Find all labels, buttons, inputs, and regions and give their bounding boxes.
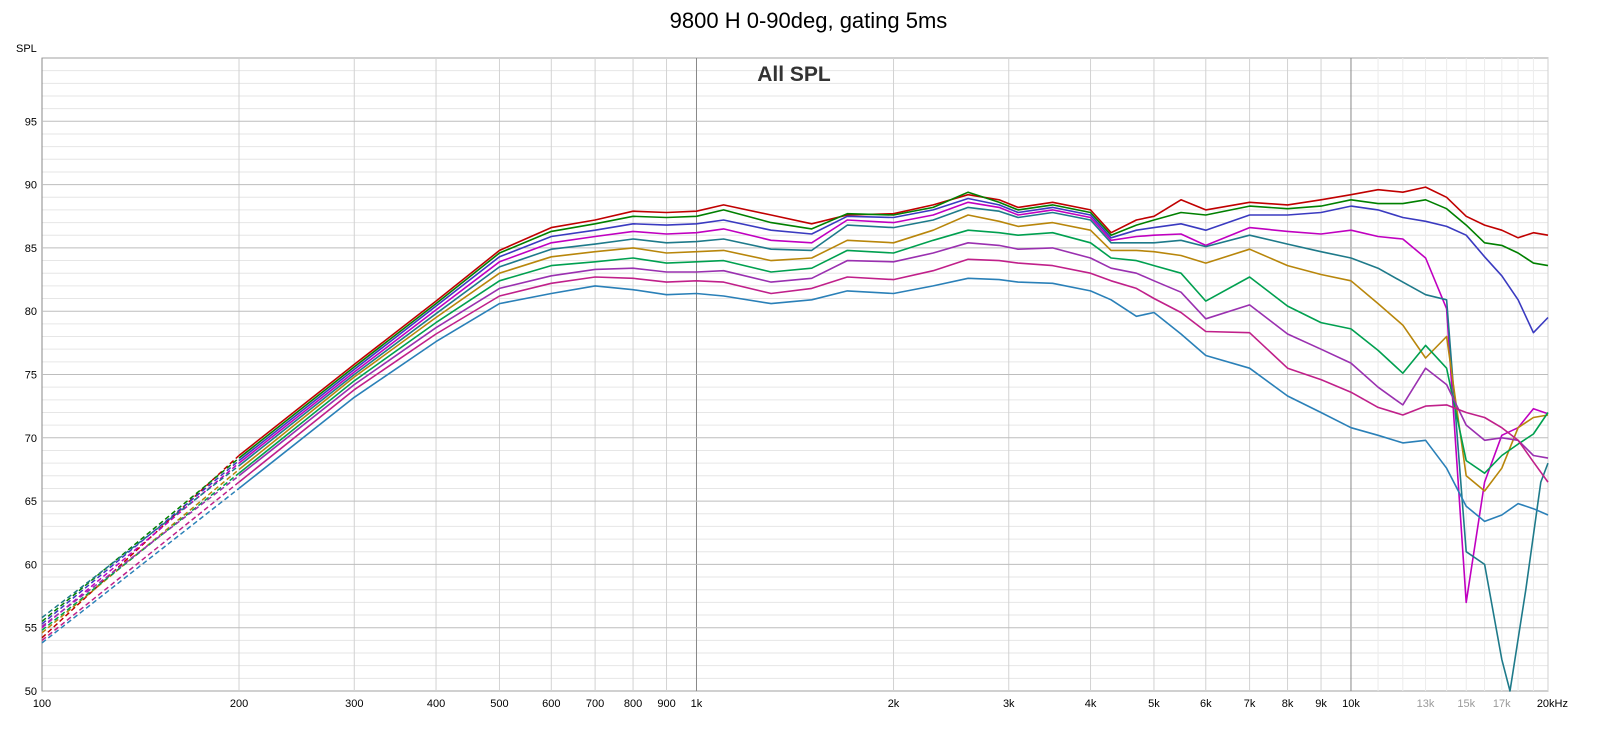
x-tick-label: 600 (542, 698, 560, 710)
series-line-9 (238, 277, 1549, 523)
y-tick-label: 55 (25, 623, 37, 635)
x-tick-label: 200 (230, 698, 248, 710)
series-line-3 (238, 201, 1549, 604)
y-axis-label: SPL (16, 43, 37, 55)
x-tick-label: 100 (33, 698, 51, 710)
inner-title: All SPL (757, 63, 831, 86)
series-line-7 (238, 242, 1549, 477)
x-tick-label: 5k (1148, 698, 1160, 710)
series-line-4 (238, 206, 1549, 692)
series-line-1 (238, 191, 1549, 459)
series-line-dashed-3 (41, 462, 240, 629)
x-tick-label: 9k (1315, 698, 1327, 710)
y-tick-label: 65 (25, 496, 37, 508)
x-tick-label: 17k (1493, 698, 1511, 710)
x-tick-label: 1k (691, 698, 703, 710)
x-tick-label: 700 (586, 698, 604, 710)
series-line-8 (238, 258, 1549, 483)
x-tick-label: 4k (1085, 698, 1097, 710)
y-tick-label: 80 (25, 306, 37, 318)
x-tick-label: 15k (1457, 698, 1475, 710)
x-tick-label: 400 (427, 698, 445, 710)
x-tick-label: 900 (657, 698, 675, 710)
x-tick-label: 800 (624, 698, 642, 710)
x-tick-label: 8k (1282, 698, 1294, 710)
series-line-dashed-2 (41, 460, 240, 625)
series-line-dashed-8 (41, 481, 240, 641)
x-tick-label: 13k (1417, 698, 1435, 710)
series-line-dashed-0 (41, 454, 240, 639)
y-tick-label: 90 (25, 180, 37, 192)
y-tick-label: 75 (25, 370, 37, 382)
x-tick-label: 300 (345, 698, 363, 710)
series-line-0 (238, 186, 1549, 457)
x-tick-label: 7k (1244, 698, 1256, 710)
y-tick-label: 85 (25, 243, 37, 255)
x-tick-label: 20kHz (1537, 698, 1568, 710)
x-tick-label: 3k (1003, 698, 1015, 710)
axes: 50 55 60 65 70 75 80 85 90 95 100 200 300 400 500 600 70… (25, 116, 1568, 710)
y-tick-label: 50 (25, 686, 37, 698)
series-line-dashed-9 (41, 487, 240, 644)
x-tick-label: 2k (888, 698, 900, 710)
chart-title: 9800 H 0-90deg, gating 5ms (669, 8, 948, 33)
series-line-2 (238, 197, 1549, 462)
y-tick-label: 70 (25, 433, 37, 445)
series-line-dashed-5 (41, 468, 240, 634)
series-line-dashed-4 (41, 465, 240, 619)
series-line-dashed-7 (41, 475, 240, 627)
x-tick-label: 500 (490, 698, 508, 710)
series-line-dashed-1 (41, 457, 240, 622)
y-tick-label: 60 (25, 559, 37, 571)
x-tick-label: 10k (1342, 698, 1360, 710)
series-line-6 (238, 229, 1549, 474)
x-tick-label: 6k (1200, 698, 1212, 710)
series-group (41, 186, 1549, 692)
y-tick-label: 95 (25, 116, 37, 128)
series-line-5 (238, 214, 1549, 492)
series-line-dashed-6 (41, 472, 240, 631)
grid (41, 58, 1549, 691)
